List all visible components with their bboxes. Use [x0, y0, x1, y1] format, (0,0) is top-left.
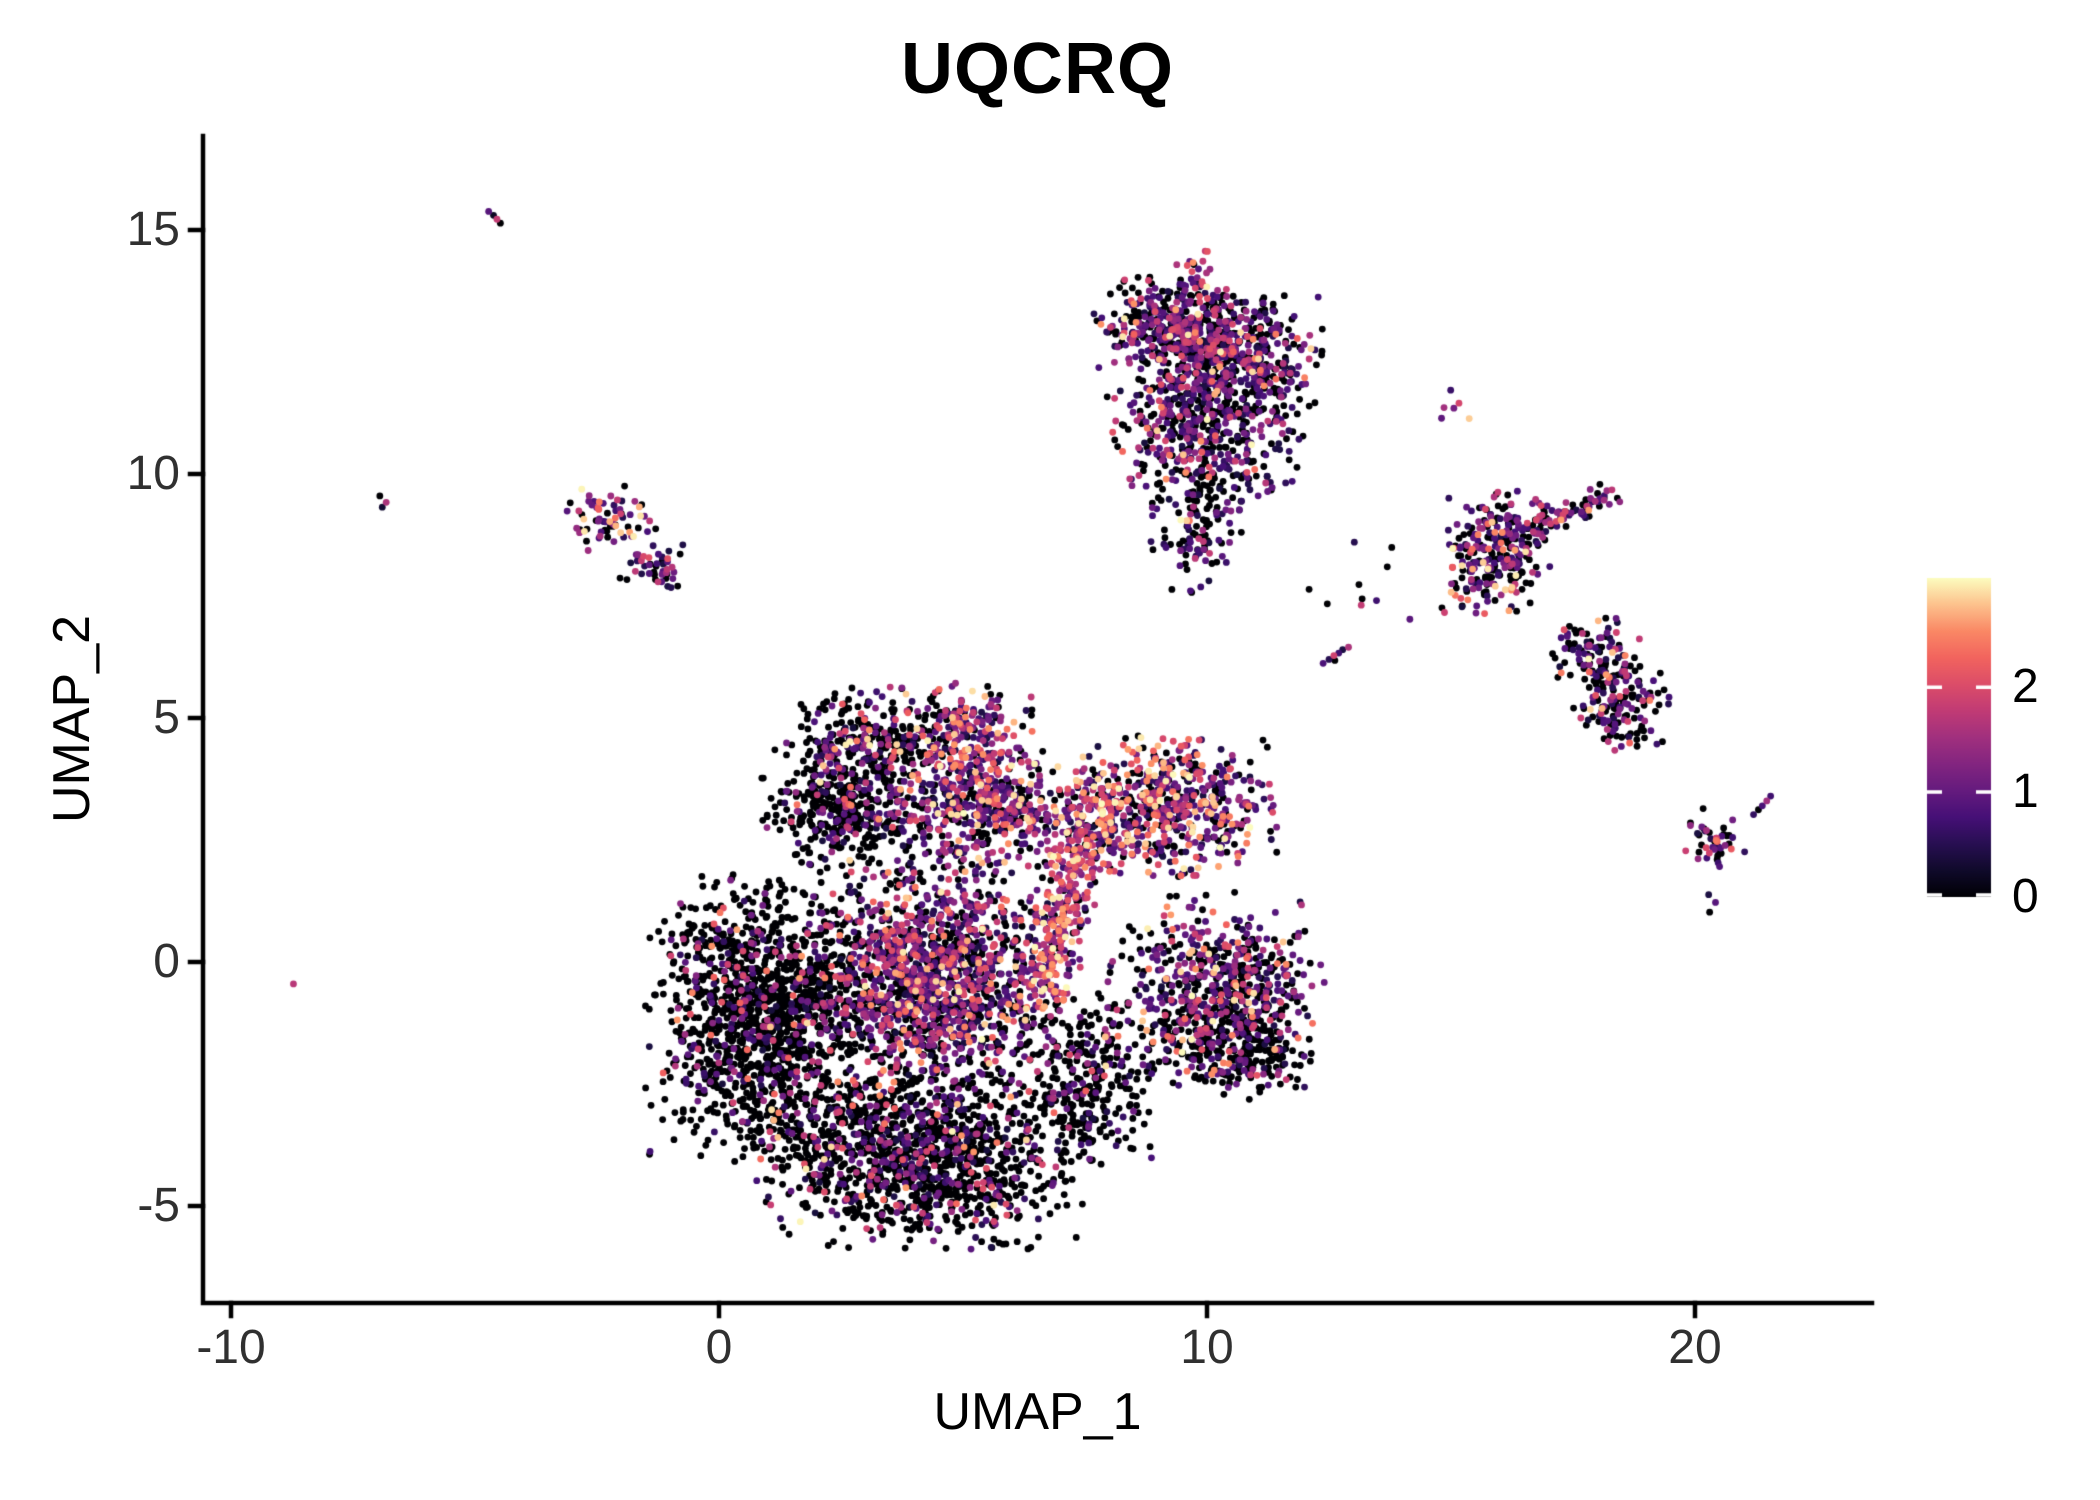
plot-title: UQCRQ: [901, 29, 1174, 109]
colorbar-tick-label: 2: [2012, 660, 2039, 714]
y-tick-label: 10: [126, 447, 180, 500]
y-tick-label: -5: [137, 1179, 180, 1232]
colorbar-tick-label: 0: [2012, 870, 2039, 923]
x-tick-label: 10: [1180, 1321, 1234, 1374]
x-axis-title: UMAP_1: [933, 1383, 1142, 1441]
y-tick-label: 0: [153, 935, 180, 988]
colorbar-tick-label: 1: [2012, 765, 2039, 819]
colorbar-legend: [1927, 578, 1991, 897]
x-tick-label: 20: [1668, 1321, 1722, 1374]
y-tick-label: 5: [153, 691, 180, 744]
x-tick-label: -10: [196, 1321, 266, 1374]
y-tick-label: 15: [126, 203, 180, 256]
x-tick-label: 0: [705, 1321, 733, 1374]
